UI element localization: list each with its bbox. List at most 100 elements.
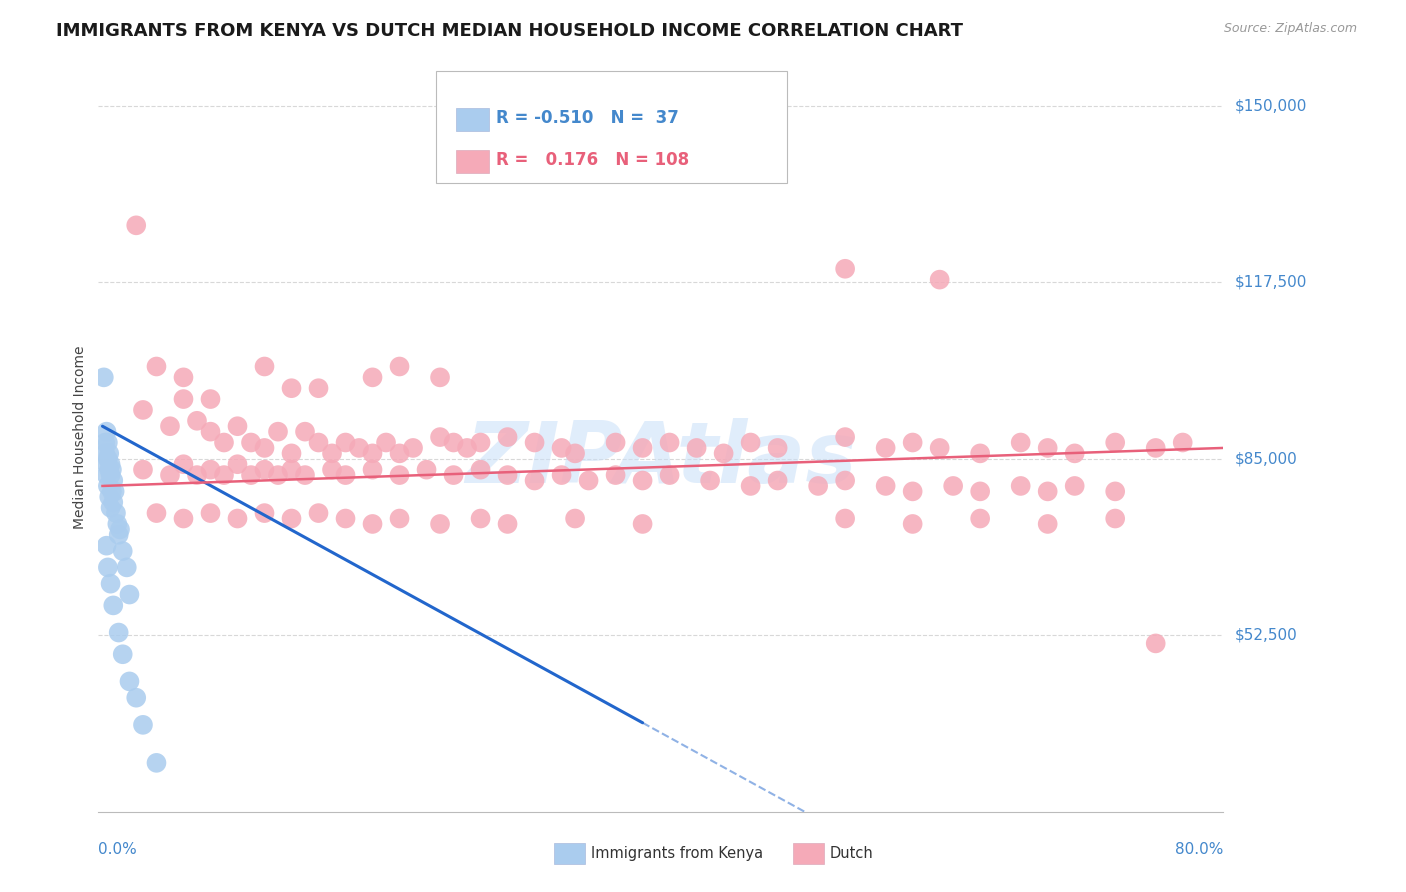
Point — [834, 511, 856, 525]
Text: Source: ZipAtlas.com: Source: ZipAtlas.com — [1223, 22, 1357, 36]
Text: $85,000: $85,000 — [1234, 451, 1298, 467]
Point — [200, 392, 222, 406]
Point — [118, 674, 141, 689]
Point — [186, 414, 208, 428]
Text: 80.0%: 80.0% — [1175, 842, 1223, 857]
Point — [212, 435, 235, 450]
Point — [96, 457, 118, 471]
Point — [200, 463, 222, 477]
Point — [631, 516, 654, 531]
Point — [125, 690, 148, 705]
Point — [605, 468, 627, 483]
Point — [969, 484, 991, 499]
Point — [240, 435, 263, 450]
Point — [97, 560, 120, 574]
Point — [173, 457, 195, 471]
Point — [1144, 441, 1167, 455]
Point — [361, 463, 384, 477]
Text: Dutch: Dutch — [830, 847, 873, 861]
Y-axis label: Median Household Income: Median Household Income — [73, 345, 87, 529]
Point — [103, 599, 125, 613]
Point — [443, 435, 465, 450]
Point — [658, 468, 681, 483]
Point — [1010, 435, 1032, 450]
Point — [1144, 636, 1167, 650]
Point — [186, 468, 208, 483]
Point — [685, 441, 707, 455]
Point — [104, 484, 127, 499]
Point — [118, 588, 141, 602]
Point — [125, 219, 148, 233]
Point — [97, 435, 120, 450]
Text: 0.0%: 0.0% — [98, 842, 138, 857]
Point — [713, 446, 735, 460]
Point — [1036, 484, 1059, 499]
Point — [103, 474, 125, 488]
Point — [308, 381, 330, 395]
Point — [267, 425, 290, 439]
Text: R =   0.176   N = 108: R = 0.176 N = 108 — [496, 151, 689, 169]
Point — [96, 425, 118, 439]
Text: ZIPAtlas: ZIPAtlas — [465, 418, 856, 501]
Point — [402, 441, 425, 455]
Point — [173, 392, 195, 406]
Point — [267, 468, 290, 483]
Point — [280, 446, 302, 460]
Point — [115, 560, 138, 574]
Point — [132, 718, 155, 732]
Point — [470, 511, 492, 525]
Point — [496, 430, 519, 444]
Point — [901, 435, 924, 450]
Point — [605, 435, 627, 450]
Point — [132, 403, 155, 417]
Point — [253, 506, 276, 520]
Point — [97, 479, 120, 493]
Point — [321, 446, 343, 460]
Point — [173, 511, 195, 525]
Point — [108, 522, 131, 536]
Point — [631, 441, 654, 455]
Point — [111, 647, 134, 661]
Point — [280, 381, 302, 395]
Point — [98, 446, 121, 460]
Point — [280, 463, 302, 477]
Point — [766, 474, 789, 488]
Point — [132, 463, 155, 477]
Point — [97, 451, 120, 466]
Point — [321, 463, 343, 477]
Point — [294, 425, 316, 439]
Point — [496, 468, 519, 483]
Point — [807, 479, 830, 493]
Point — [294, 468, 316, 483]
Point — [347, 441, 370, 455]
Text: $117,500: $117,500 — [1234, 275, 1306, 290]
Point — [523, 435, 546, 450]
Point — [226, 511, 249, 525]
Point — [361, 446, 384, 460]
Point — [496, 516, 519, 531]
Point — [388, 359, 411, 374]
Point — [105, 516, 128, 531]
Point — [658, 435, 681, 450]
Point — [361, 370, 384, 384]
Point — [429, 516, 451, 531]
Point — [1036, 516, 1059, 531]
Point — [200, 425, 222, 439]
Point — [226, 457, 249, 471]
Text: $52,500: $52,500 — [1234, 628, 1298, 643]
Point — [766, 441, 789, 455]
Point — [240, 468, 263, 483]
Point — [308, 506, 330, 520]
Point — [280, 511, 302, 525]
Point — [631, 474, 654, 488]
Text: IMMIGRANTS FROM KENYA VS DUTCH MEDIAN HOUSEHOLD INCOME CORRELATION CHART: IMMIGRANTS FROM KENYA VS DUTCH MEDIAN HO… — [56, 22, 963, 40]
Point — [145, 756, 167, 770]
Point — [159, 419, 181, 434]
Point — [145, 359, 167, 374]
Point — [1104, 435, 1126, 450]
Point — [388, 468, 411, 483]
Point — [253, 359, 276, 374]
Point — [94, 446, 117, 460]
Point — [173, 370, 195, 384]
Point — [93, 370, 115, 384]
